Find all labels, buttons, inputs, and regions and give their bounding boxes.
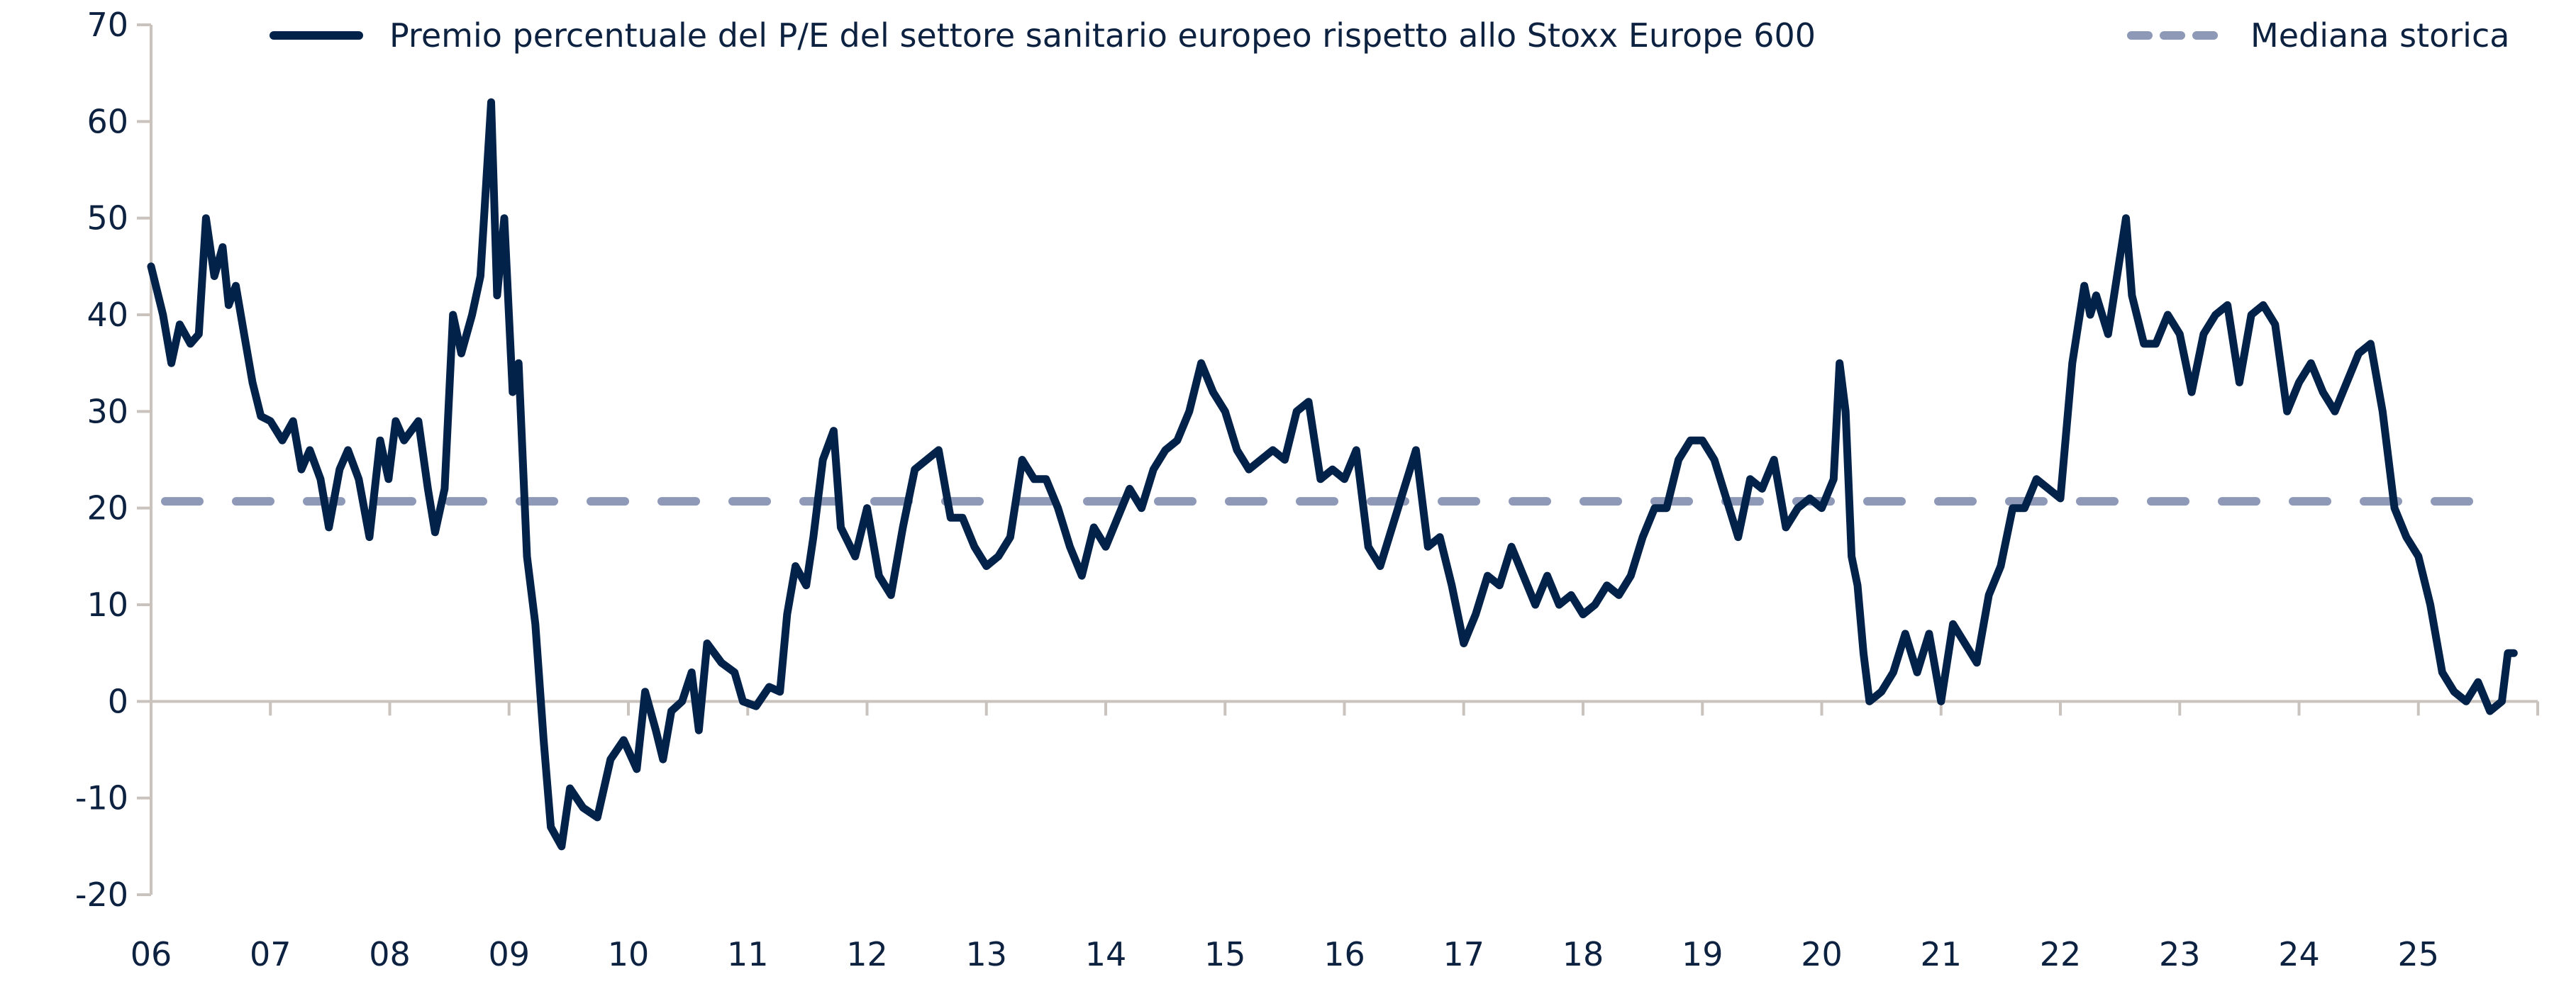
y-tick-label: 20: [87, 489, 128, 527]
x-tick-label: 07: [250, 935, 292, 973]
y-tick-label: 30: [87, 392, 128, 430]
x-tick-label: 24: [2278, 935, 2320, 973]
y-tick-label: 40: [87, 296, 128, 334]
legend-label-median: Mediana storica: [2250, 16, 2509, 55]
x-tick-label: 09: [488, 935, 530, 973]
x-tick-label: 22: [2040, 935, 2082, 973]
y-tick-label: 50: [87, 199, 128, 238]
x-tick-label: 19: [1682, 935, 1723, 973]
y-tick-label: 0: [108, 682, 128, 720]
x-tick-label: 11: [727, 935, 769, 973]
x-tick-label: 20: [1801, 935, 1843, 973]
axes: -20 -10 0 10 20 30 40 50 60 70 06 07 08 09 10 11 12 13 14 1…: [75, 6, 2539, 973]
y-tick-label: 70: [87, 6, 128, 44]
x-tick-label: 15: [1204, 935, 1246, 973]
x-tick-label: 10: [608, 935, 650, 973]
series-group: [147, 98, 2518, 851]
y-tick-label: -20: [75, 876, 128, 914]
y-tick-label: -10: [75, 779, 128, 817]
x-tick-label: 18: [1562, 935, 1604, 973]
premium-line: [147, 98, 2518, 851]
x-tick-label: 16: [1323, 935, 1365, 973]
x-tick-label: 21: [1920, 935, 1962, 973]
x-tick-label: 25: [2397, 935, 2439, 973]
legend: Premio percentuale del P/E del settore s…: [270, 16, 2509, 55]
x-tick-label: 06: [131, 935, 172, 973]
y-tick-label: 60: [87, 102, 128, 140]
x-tick-label: 23: [2159, 935, 2201, 973]
x-tick-label: 17: [1443, 935, 1484, 973]
x-tick-label: 08: [369, 935, 411, 973]
legend-label-premium: Premio percentuale del P/E del settore s…: [389, 16, 1816, 55]
x-tick-label: 13: [965, 935, 1007, 973]
x-tick-label: 14: [1085, 935, 1127, 973]
x-tick-label: 12: [846, 935, 888, 973]
y-tick-label: 10: [87, 586, 128, 624]
